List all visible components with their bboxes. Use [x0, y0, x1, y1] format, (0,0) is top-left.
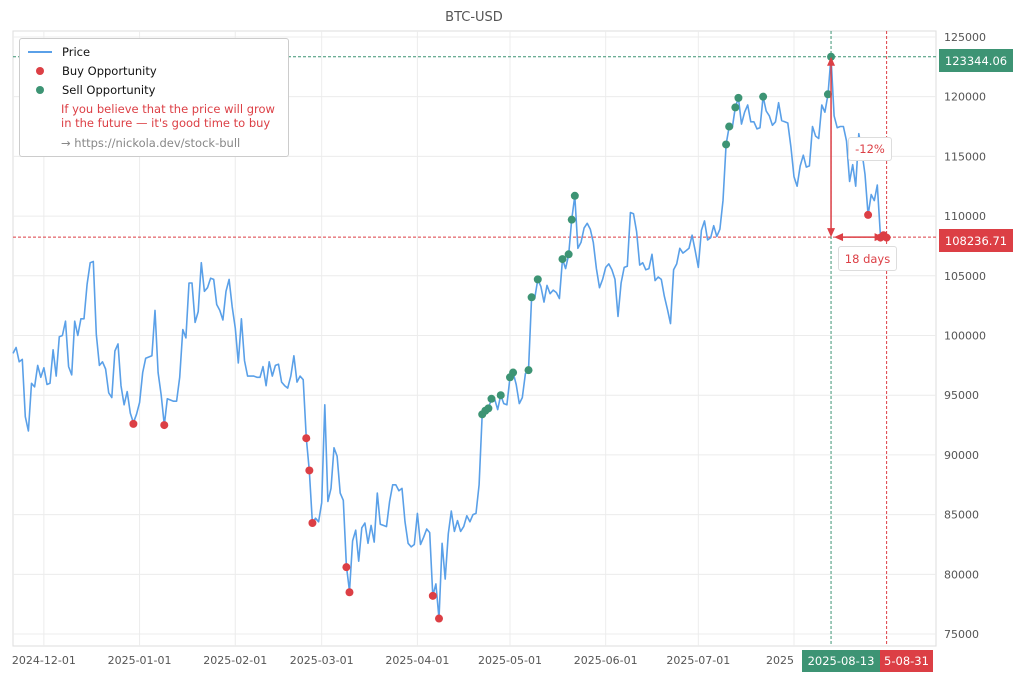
- y-tick-label: 120000: [944, 91, 986, 104]
- legend: Price Buy Opportunity Sell Opportunity I…: [19, 38, 289, 157]
- buy-point: [305, 466, 314, 475]
- y-tick-label: 95000: [944, 389, 979, 402]
- sell-point: [722, 140, 731, 149]
- buy-point: [428, 591, 437, 600]
- high-price-flag: 123344.06: [939, 49, 1013, 72]
- sell-point: [725, 122, 734, 131]
- sell-point: [759, 92, 768, 101]
- green-dot-icon: [28, 84, 54, 96]
- legend-note-line2: in the future — it's good time to buy: [61, 116, 271, 130]
- arrow-right-icon: [874, 233, 884, 242]
- buy-point: [160, 421, 169, 430]
- legend-label-buy: Buy Opportunity: [62, 64, 157, 78]
- sell-point: [524, 366, 533, 375]
- buy-point: [342, 563, 351, 572]
- chart-title: BTC-USD: [445, 10, 503, 25]
- opportunity-points: [129, 52, 891, 623]
- sell-point: [567, 215, 576, 224]
- legend-item-sell: Sell Opportunity: [28, 83, 155, 97]
- y-tick-label: 75000: [944, 628, 979, 641]
- sell-point: [564, 250, 573, 259]
- y-tick-label: 105000: [944, 270, 986, 283]
- buy-point: [435, 614, 443, 623]
- current-date-flag: 5-08-31: [880, 650, 933, 672]
- buy-point: [882, 233, 891, 242]
- sell-point: [496, 391, 505, 400]
- legend-note-line1: If you believe that the price will grow: [61, 102, 275, 116]
- sell-point: [558, 255, 567, 264]
- legend-label-price: Price: [62, 45, 91, 59]
- arrow-left-icon: [834, 233, 844, 242]
- sell-point: [533, 275, 542, 284]
- x-tick-label: 2025-05-01: [478, 654, 542, 667]
- high-date-flag: 2025-08-13: [802, 650, 880, 672]
- sell-point: [731, 103, 740, 112]
- buy-point: [302, 434, 311, 443]
- line-swatch-icon: [28, 46, 54, 58]
- duration-callout: 18 days: [838, 246, 897, 271]
- y-tick-label: 85000: [944, 509, 979, 522]
- tick-labels: 75000 80000 85000 90000 95000 100000 105000 110…: [12, 31, 986, 667]
- x-tick-label: 2025-02-01: [203, 654, 267, 667]
- price-line-layer: [12, 55, 888, 620]
- sell-point: [484, 404, 493, 413]
- red-dot-icon: [28, 65, 54, 77]
- change-percent-callout: -12%: [848, 137, 892, 161]
- buy-point: [345, 588, 354, 597]
- buy-point: [308, 519, 317, 527]
- buy-point: [864, 210, 873, 219]
- x-tick-label: 2025-06-01: [574, 654, 638, 667]
- sell-point: [527, 293, 536, 302]
- price-line: [12, 55, 888, 620]
- x-tick-label: 2024-12-01: [12, 654, 76, 667]
- legend-label-sell: Sell Opportunity: [62, 83, 156, 97]
- x-tick-label: 2025: [766, 654, 794, 667]
- sell-point: [823, 90, 832, 99]
- sell-point: [570, 191, 579, 200]
- change-arrows: [827, 56, 884, 242]
- legend-link[interactable]: → https://nickola.dev/stock-bull: [61, 136, 241, 150]
- y-tick-label: 125000: [944, 31, 986, 44]
- sell-point: [509, 368, 518, 377]
- x-tick-label: 2025-07-01: [666, 654, 730, 667]
- arrow-up-icon: [827, 56, 836, 66]
- x-tick-label: 2025-04-01: [385, 654, 449, 667]
- x-tick-label: 2025-01-01: [108, 654, 172, 667]
- y-tick-label: 100000: [944, 330, 986, 343]
- buy-point: [129, 419, 138, 428]
- legend-item-price: Price: [28, 45, 90, 59]
- y-tick-label: 80000: [944, 568, 979, 581]
- sell-point: [487, 394, 496, 403]
- arrow-down-icon: [827, 228, 836, 238]
- legend-item-buy: Buy Opportunity: [28, 64, 157, 78]
- y-tick-label: 115000: [944, 150, 986, 163]
- sell-point: [734, 93, 743, 102]
- plot-frame: [12, 30, 937, 647]
- y-tick-label: 90000: [944, 449, 979, 462]
- x-tick-label: 2025-03-01: [290, 654, 354, 667]
- y-tick-label: 110000: [944, 210, 986, 223]
- current-price-flag: 108236.71: [939, 229, 1013, 252]
